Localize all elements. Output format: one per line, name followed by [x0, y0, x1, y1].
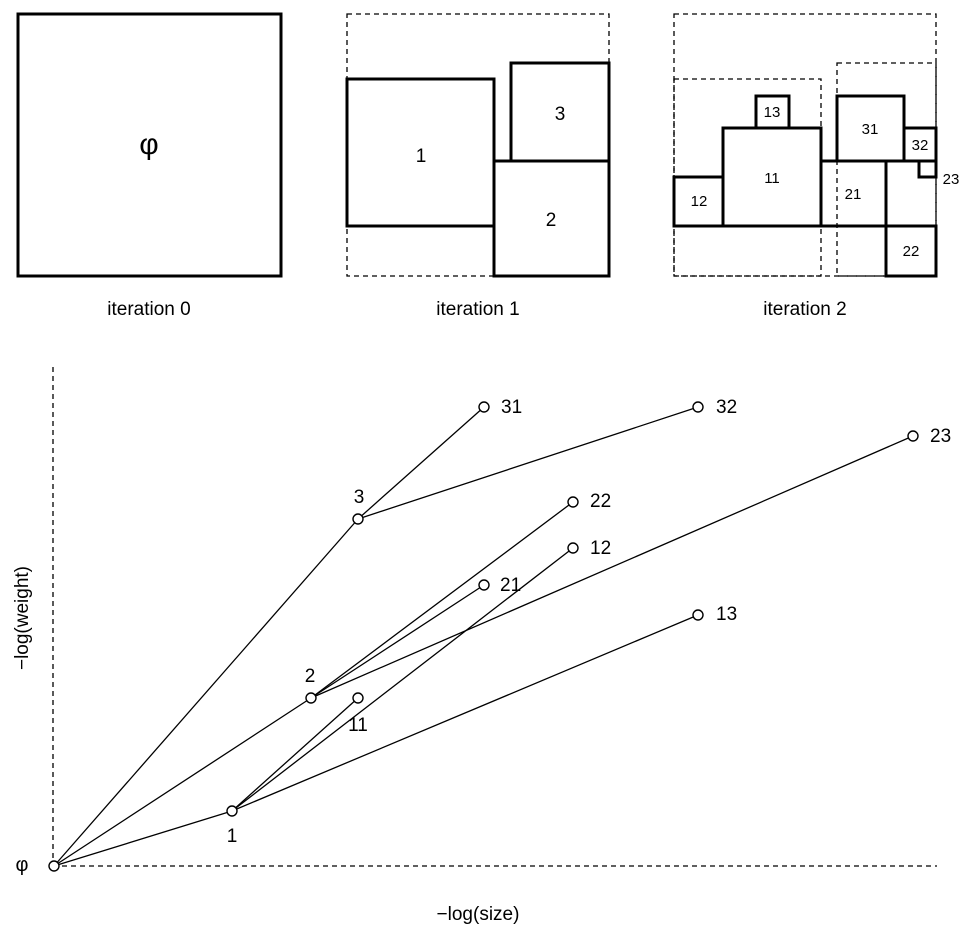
y-axis-label: −log(weight) — [12, 566, 33, 670]
tree-node-label-22: 22 — [590, 491, 611, 512]
box-13 — [754, 94, 791, 130]
iteration-1-caption: iteration 1 — [436, 299, 519, 320]
x-axis-label: −log(size) — [437, 904, 520, 925]
tree-node-23 — [907, 430, 919, 442]
tree-node-label-13: 13 — [716, 604, 737, 625]
box-13-label: 13 — [764, 104, 781, 121]
tree-edge-root-3 — [53, 518, 359, 867]
tree-node-3 — [352, 513, 364, 525]
parent-outline — [673, 13, 937, 277]
tree-node-21 — [478, 579, 490, 591]
tree-edge-1-11 — [231, 697, 359, 812]
box-3-label: 3 — [555, 104, 566, 125]
box-1 — [345, 77, 496, 228]
tree-edge-2-22 — [310, 501, 574, 699]
tree-node-22 — [567, 496, 579, 508]
tree-edge-2-23 — [310, 435, 914, 699]
box-12 — [672, 175, 725, 228]
tree-node-label-21: 21 — [500, 575, 521, 596]
box-2-label: 2 — [546, 210, 557, 231]
tree-node-11 — [352, 692, 364, 704]
tree-node-label-3: 3 — [354, 487, 365, 508]
tree-node-31 — [478, 401, 490, 413]
parent-outline — [346, 13, 610, 277]
box-1-label: 1 — [416, 146, 427, 167]
tree-edges — [53, 406, 914, 867]
box-32 — [902, 126, 938, 163]
tree-plot: −log(size) −log(weight) φ123111213212223… — [12, 367, 951, 925]
tree-edge-1-12 — [231, 547, 574, 812]
iteration-0-caption: iteration 0 — [107, 299, 190, 320]
box-21-label: 21 — [845, 186, 862, 203]
tree-edge-3-31 — [357, 406, 485, 520]
iteration-0-panel: φ iteration 0 — [16, 12, 283, 320]
tree-edge-root-2 — [53, 697, 312, 867]
root-square-label: φ — [139, 128, 158, 161]
tree-node-label-32: 32 — [716, 397, 737, 418]
box-3 — [509, 61, 611, 163]
box-23 — [917, 159, 938, 179]
tree-node-1 — [226, 805, 238, 817]
tree-node-12 — [567, 542, 579, 554]
tree-node-root — [48, 860, 60, 872]
iteration-2-panel: 11 12 13 21 22 23 31 32 iteration 2 — [672, 13, 960, 320]
box-22-label: 22 — [903, 243, 920, 260]
tree-edge-3-32 — [357, 406, 699, 520]
tree-node-label-11: 11 — [348, 715, 368, 736]
tree-node-13 — [692, 609, 704, 621]
box-22 — [884, 224, 938, 278]
box-23-label: 23 — [943, 171, 960, 188]
root-square — [16, 12, 283, 278]
tree-edge-root-1 — [53, 810, 233, 867]
tree-node-label-31: 31 — [501, 397, 522, 418]
box-31-label: 31 — [862, 121, 879, 138]
tree-node-label-1: 1 — [227, 826, 238, 847]
tree-edge-2-21 — [310, 584, 485, 699]
tree-node-2 — [305, 692, 317, 704]
box-12-label: 12 — [691, 193, 708, 210]
tree-node-32 — [692, 401, 704, 413]
tree-node-label-2: 2 — [305, 666, 316, 687]
tree-node-label-12: 12 — [590, 538, 611, 559]
box-11-label: 11 — [764, 170, 780, 187]
iteration-1-panel: 1 2 3 iteration 1 — [345, 13, 611, 320]
tree-node-label-root: φ — [16, 854, 29, 876]
tree-edge-1-13 — [231, 614, 699, 812]
tree-node-label-23: 23 — [930, 426, 951, 447]
box-32-label: 32 — [912, 137, 929, 154]
iteration-2-caption: iteration 2 — [763, 299, 846, 320]
